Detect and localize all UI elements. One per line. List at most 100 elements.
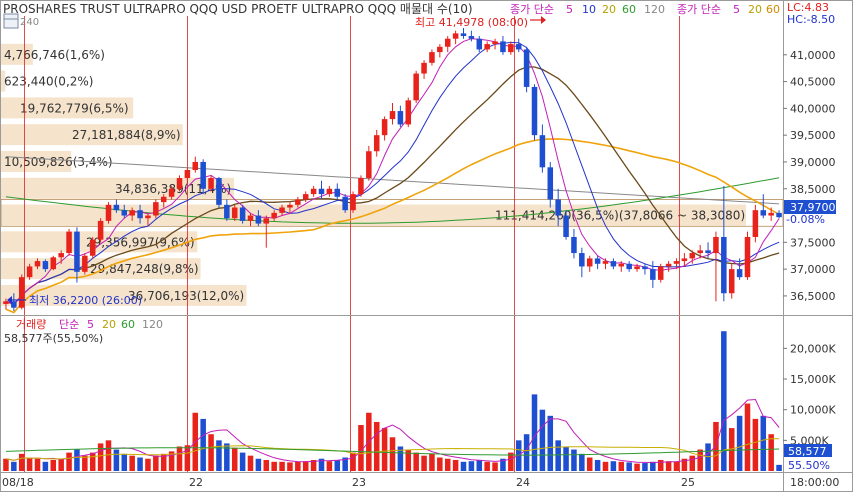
volume-bar <box>113 449 120 471</box>
candle-body <box>721 236 727 294</box>
volume-bar <box>492 462 498 471</box>
candle-body <box>137 210 143 219</box>
ma2-period-60: 60 <box>766 3 780 16</box>
candle-body <box>318 188 325 195</box>
price-axis: 41,0000 40,5000 40,0000 39,5000 39,0000 38,50… <box>783 49 836 303</box>
candle-body <box>571 236 577 254</box>
candle-body <box>247 215 254 221</box>
candle-body <box>176 178 183 189</box>
volume-bar <box>397 446 404 471</box>
volume-bar <box>160 453 167 471</box>
volume-bar <box>216 440 222 471</box>
volume-bar <box>334 459 341 471</box>
volume-bar <box>421 455 427 471</box>
profile-bar <box>1 284 247 306</box>
candle-body <box>26 266 33 278</box>
volume-ma5-line <box>5 398 780 464</box>
candle-body <box>681 258 688 262</box>
volume-bar <box>97 443 104 471</box>
volume-bar <box>137 457 143 471</box>
volume-bar <box>42 461 49 471</box>
profile-bar <box>1 70 6 92</box>
candle-body <box>216 178 222 205</box>
candle-body <box>452 33 459 39</box>
profile-bar <box>1 97 134 119</box>
candle-body <box>437 46 443 53</box>
candle-body <box>50 257 57 270</box>
volume-bar <box>168 451 175 471</box>
ma20-line <box>5 66 780 306</box>
candle-body <box>642 266 648 270</box>
candle-body <box>634 266 640 270</box>
candle-body <box>18 277 25 308</box>
volume-bar <box>673 461 680 471</box>
candle-body <box>200 161 206 189</box>
candle-body <box>153 202 159 216</box>
candle-body <box>539 135 546 168</box>
candle-body <box>208 178 214 189</box>
volume-bar <box>508 452 514 471</box>
candle-body <box>444 38 451 47</box>
candle-body <box>602 261 609 264</box>
candle-body <box>255 215 262 224</box>
volume-bar <box>26 457 33 471</box>
candle-body <box>657 266 664 280</box>
volume-bar <box>3 458 9 471</box>
volume-bar <box>287 462 293 471</box>
volume-bar <box>34 458 41 471</box>
ma-gold-line <box>5 138 780 314</box>
profile-bar <box>1 177 234 199</box>
profile-label: 27,181,884(8,9%) <box>72 128 181 142</box>
volume-bar <box>594 459 601 471</box>
candle-body <box>82 255 88 272</box>
volume-bar <box>200 418 206 471</box>
ma2-period-5: 5 <box>733 3 740 16</box>
candle-body <box>744 236 751 278</box>
ma-period-60: 60 <box>622 3 636 16</box>
candle-body <box>34 261 41 267</box>
ma-label: 종가 단순 <box>510 3 554 16</box>
candle-body <box>381 119 388 136</box>
calendar-icon[interactable] <box>3 13 19 29</box>
volume-bar <box>705 443 711 471</box>
candle-body <box>121 210 128 216</box>
volume-bar <box>689 455 696 471</box>
candle-body <box>413 73 419 101</box>
volume-bar <box>153 455 159 471</box>
chart-subtitle: 240 <box>20 17 39 28</box>
profile-label: 29,356,997(9,6%) <box>86 235 195 249</box>
volume-bar <box>11 461 17 471</box>
profile-bar <box>1 124 183 146</box>
candle-body <box>752 210 759 237</box>
candle-body <box>460 33 467 37</box>
volume-bar <box>476 459 483 471</box>
candle-body <box>74 231 80 272</box>
candle-body <box>302 194 309 200</box>
candle-body <box>405 100 412 125</box>
volume-label: 거래량 <box>16 318 46 331</box>
candle-body <box>713 236 719 254</box>
lc-label: LC:4.83 <box>787 1 829 14</box>
candle-body <box>610 261 617 267</box>
ma120-line <box>5 156 780 205</box>
volume-bar <box>405 449 412 471</box>
candle-body <box>563 215 569 237</box>
price-tick-label: 37,0000 <box>790 263 836 276</box>
candle-body <box>626 263 632 270</box>
candle-body <box>736 269 743 278</box>
vol-ma-20: 20 <box>102 318 116 331</box>
candle-body <box>579 253 585 267</box>
volume-bar <box>429 453 435 471</box>
price-tick-label: 37,5000 <box>790 236 836 249</box>
volume-bar <box>50 459 57 471</box>
volume-bar <box>776 464 782 471</box>
volume-bar <box>610 461 617 471</box>
candle-body <box>500 41 506 53</box>
volume-bar <box>634 463 640 471</box>
volume-bar <box>760 415 767 471</box>
volume-bar <box>224 443 230 471</box>
volume-bar <box>255 458 262 471</box>
candle-body <box>421 62 427 74</box>
volume-bar <box>500 458 506 471</box>
